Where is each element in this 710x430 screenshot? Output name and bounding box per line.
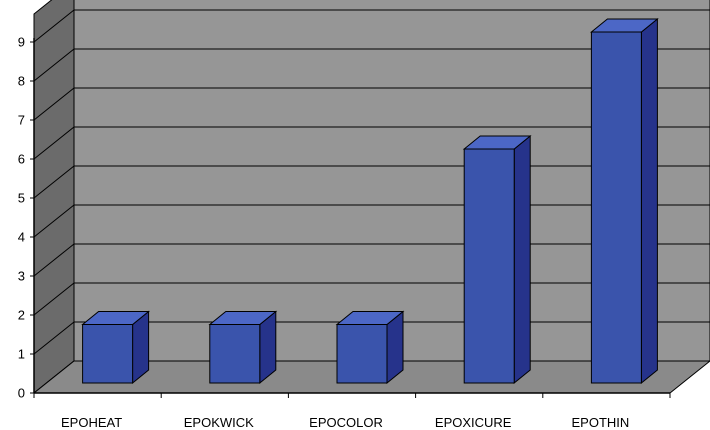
bar bbox=[335, 310, 405, 385]
side-wall bbox=[33, 0, 75, 395]
y-tick-label: 5 bbox=[18, 191, 25, 206]
gridline-side bbox=[33, 87, 75, 121]
bar-side bbox=[640, 17, 658, 385]
gridline-side bbox=[33, 9, 75, 43]
gridline-side bbox=[33, 126, 75, 160]
bar bbox=[589, 17, 659, 385]
y-tick-label: 7 bbox=[18, 113, 25, 128]
bar-front bbox=[590, 31, 642, 384]
bar-front bbox=[82, 324, 134, 384]
y-tick-label: 9 bbox=[18, 35, 25, 50]
y-tick-label: 2 bbox=[18, 308, 25, 323]
x-tick-label: EPOTHIN bbox=[572, 415, 630, 430]
bars bbox=[81, 17, 659, 385]
bar bbox=[208, 310, 278, 385]
gridline-side bbox=[33, 204, 75, 238]
bar-front bbox=[463, 148, 515, 384]
gridline-side bbox=[33, 243, 75, 277]
y-tick-label: 4 bbox=[18, 230, 25, 245]
y-tick-label: 8 bbox=[18, 74, 25, 89]
bar bbox=[81, 310, 151, 385]
x-tick-label: EPOKWICK bbox=[184, 415, 254, 430]
gridline-side bbox=[33, 321, 75, 355]
x-tick-label: EPOHEAT bbox=[61, 415, 122, 430]
gridline-side bbox=[33, 48, 75, 82]
y-tick-label: 0 bbox=[18, 386, 25, 401]
y-tick-label: 6 bbox=[18, 152, 25, 167]
y-axis: 0 1 2 3 4 5 6 7 8 9 bbox=[18, 35, 35, 401]
bar-side bbox=[513, 134, 531, 385]
x-tick-label: EPOXICURE bbox=[435, 415, 512, 430]
y-tick-label: 3 bbox=[18, 269, 25, 284]
y-tick-label: 1 bbox=[18, 347, 25, 362]
gridline-side bbox=[33, 165, 75, 199]
bar bbox=[462, 134, 532, 385]
chart-walls bbox=[33, 0, 710, 395]
gridline-side bbox=[33, 282, 75, 316]
x-tick-label: EPOCOLOR bbox=[309, 415, 383, 430]
bar-front bbox=[336, 324, 388, 384]
bar-front bbox=[209, 324, 261, 384]
x-axis: EPOHEAT EPOKWICK EPOCOLOR EPOXICURE EPOTHIN bbox=[33, 392, 671, 430]
